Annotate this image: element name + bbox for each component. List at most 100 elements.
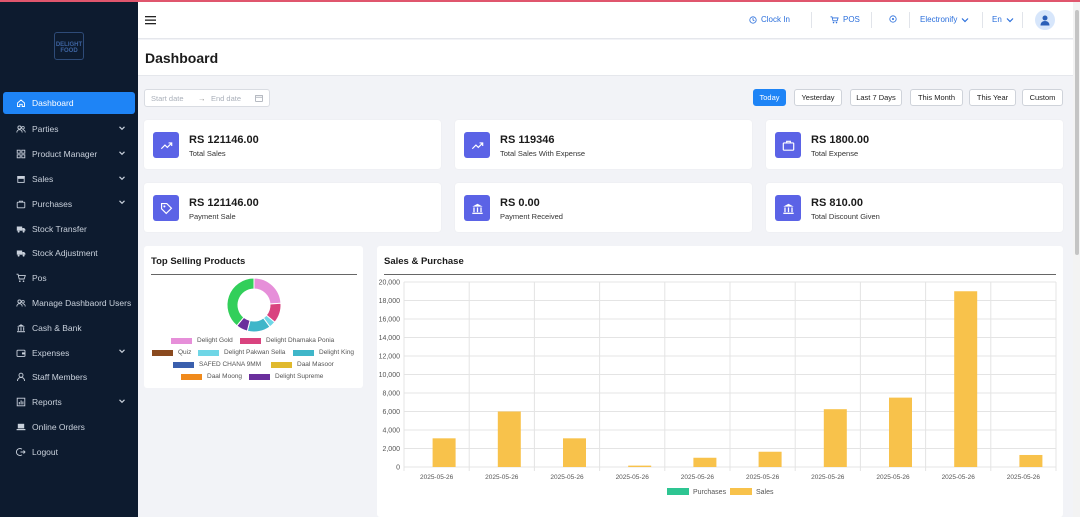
filter-custom-button[interactable]: Custom [1022,89,1063,106]
sidebar-item-dashboard[interactable]: Dashboard [3,92,135,114]
legend-label: Delight Gold [197,337,233,344]
x-tick-label: 2025-05-26 [1007,474,1041,481]
bar-sales[interactable] [954,291,978,467]
stat-card-total-discount-given: RS 810.00 Total Discount Given [766,183,1063,232]
sidebar-item-sales[interactable]: Sales [0,167,138,192]
legend-swatch [730,488,752,495]
bar-sales[interactable] [1019,454,1043,467]
legend-item[interactable]: SAFED CHANA 9MM [173,361,261,368]
filter-this-year-button[interactable]: This Year [969,89,1016,106]
bar-sales[interactable] [563,438,586,467]
sidebar: DELIGHT FOOD Dashboard Parties Product Man… [0,2,138,517]
stat-amount: RS 119346 [500,134,555,146]
clock-in-button[interactable]: Clock In [749,15,790,24]
sidebar-item-stock-transfer[interactable]: Stock Transfer [0,216,138,241]
bank-icon [464,195,490,221]
sidebar-item-purchases[interactable]: Purchases [0,191,138,216]
legend-item[interactable]: Daal Masoor [271,361,334,368]
user-avatar[interactable] [1035,10,1055,30]
date-range-picker[interactable]: Start date → End date [144,89,270,107]
sidebar-item-logout[interactable]: Logout [0,439,138,464]
legend-item[interactable]: Delight King [293,349,354,356]
store-selector[interactable]: Electronify [920,15,969,24]
stat-card-payment-sale: RS 121146.00 Payment Sale [144,183,441,232]
sidebar-item-label: Stock Adjustment [32,248,98,259]
legend-item[interactable]: Delight Supreme [249,373,323,380]
chevron-down-icon [119,126,125,131]
sidebar-item-label: Purchases [32,198,73,209]
x-tick-label: 2025-05-26 [681,474,715,481]
sidebar-item-reports[interactable]: Reports [0,390,138,415]
hamburger-menu-icon[interactable] [145,15,156,25]
bar-sales[interactable] [432,438,456,467]
chevron-down-icon [119,175,125,180]
language-selector[interactable]: En [992,15,1014,24]
filter-this-month-button[interactable]: This Month [910,89,963,106]
header-divider [811,12,812,28]
sidebar-item-stock-adjustment[interactable]: Stock Adjustment [0,241,138,266]
start-date-input[interactable]: Start date [151,94,184,103]
sidebar-item-product-manager[interactable]: Product Manager [0,142,138,167]
report-icon [16,397,26,407]
legend-label[interactable]: Purchases [693,489,727,496]
panel-divider [151,274,357,275]
page-scrollbar-thumb[interactable] [1075,10,1079,255]
legend-swatch [181,373,202,380]
legend-item[interactable]: Delight Gold [171,337,233,344]
end-date-input[interactable]: End date [211,94,242,103]
filter-today-button[interactable]: Today [753,89,786,106]
sidebar-item-label: Manage Dashbaord Users [32,297,132,308]
filter-last-7-days-button[interactable]: Last 7 Days [850,89,902,106]
user-icon [16,372,26,382]
filter-yesterday-button[interactable]: Yesterday [794,89,842,106]
truck-icon [16,224,26,234]
legend-swatch [293,349,314,356]
page-scrollbar[interactable] [1073,2,1080,517]
clock-icon [749,15,757,24]
x-tick-label: 2025-05-26 [811,474,845,481]
stat-label: Total Expense [811,149,859,158]
brand-logo[interactable]: DELIGHT FOOD [54,32,84,60]
sidebar-item-staff-members[interactable]: Staff Members [0,365,138,390]
legend-swatch [198,349,219,356]
bar-sales[interactable] [628,465,652,467]
x-tick-label: 2025-05-26 [485,474,519,481]
donut-slice[interactable] [226,277,255,327]
top-selling-donut-chart[interactable] [225,276,283,334]
bar-sales[interactable] [497,411,521,468]
sidebar-item-parties[interactable]: Parties [0,117,138,142]
legend-swatch [667,488,689,495]
sidebar-item-label: Logout [32,446,58,457]
target-button[interactable] [889,15,897,23]
grid-icon [16,149,26,159]
sidebar-item-label: Pos [32,273,47,284]
legend-item[interactable]: Delight Pakwan Sella [198,349,285,356]
stat-label: Total Sales With Expense [500,149,586,158]
bar-sales[interactable] [758,451,782,467]
calendar-icon[interactable] [255,94,263,102]
bar-sales[interactable] [823,409,847,467]
legend-item[interactable]: Daal Moong [181,373,242,380]
chevron-down-icon [1006,17,1014,22]
sidebar-item-online-orders[interactable]: Online Orders [0,415,138,440]
chevron-down-icon [119,200,125,205]
sidebar-item-manage-dashbaord-users[interactable]: Manage Dashbaord Users [0,291,138,316]
sidebar-item-cash-bank[interactable]: Cash & Bank [0,315,138,340]
sidebar-item-label: Cash & Bank [32,322,82,333]
y-tick-label: 8,000 [382,391,400,398]
stat-amount: RS 121146.00 [189,197,259,209]
sidebar-item-expenses[interactable]: Expenses [0,340,138,365]
legend-label[interactable]: Sales [756,489,774,496]
clock-in-label: Clock In [761,15,790,24]
legend-label: Daal Moong [207,373,243,380]
legend-item[interactable]: Delight Dhamaka Ponia [240,337,334,344]
bar-sales[interactable] [889,397,912,467]
donut-slice[interactable] [253,277,282,305]
bar-sales[interactable] [693,457,717,467]
sidebar-item-pos[interactable]: Pos [0,266,138,291]
bank-icon [16,323,26,333]
pos-button[interactable]: POS [830,15,860,24]
legend-item[interactable]: Quiz [152,349,191,356]
sidebar-item-label: Sales [32,173,54,184]
sales-purchase-bar-chart: 0 2,000 4,000 6,000 8,000 10,000 12,000 14,000 1… [379,280,1057,496]
